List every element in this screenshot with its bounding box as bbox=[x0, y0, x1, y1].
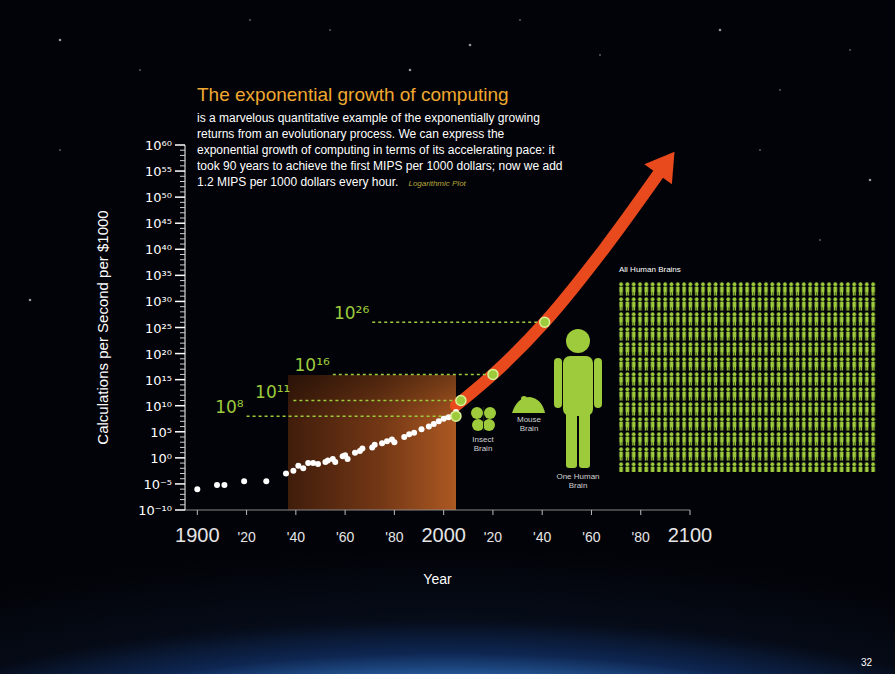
svg-text:'40: '40 bbox=[533, 529, 551, 545]
svg-text:'20: '20 bbox=[237, 529, 255, 545]
svg-text:10⁻⁵: 10⁻⁵ bbox=[143, 477, 172, 492]
svg-text:'80: '80 bbox=[632, 529, 650, 545]
svg-text:Brain: Brain bbox=[474, 444, 493, 453]
svg-text:'80: '80 bbox=[385, 529, 403, 545]
svg-text:10⁵⁵: 10⁵⁵ bbox=[145, 164, 172, 179]
svg-text:10⁴⁰: 10⁴⁰ bbox=[145, 242, 172, 257]
svg-text:Brain: Brain bbox=[569, 481, 588, 490]
svg-text:Mouse: Mouse bbox=[517, 415, 542, 424]
svg-text:10¹⁶: 10¹⁶ bbox=[295, 355, 330, 375]
svg-text:10⁶⁰: 10⁶⁰ bbox=[145, 138, 172, 153]
svg-text:'60: '60 bbox=[336, 529, 354, 545]
svg-text:Year: Year bbox=[423, 571, 452, 587]
html-text:The exponential growth of comp: The exponential growth of computing bbox=[197, 84, 509, 105]
svg-text:2100: 2100 bbox=[668, 524, 713, 546]
svg-text:10⁵⁰: 10⁵⁰ bbox=[145, 190, 172, 205]
svg-text:Insect: Insect bbox=[472, 435, 494, 444]
svg-text:2000: 2000 bbox=[421, 524, 466, 546]
html-text:Logarithmic Plot: Logarithmic Plot bbox=[408, 179, 466, 188]
svg-text:10³⁵: 10³⁵ bbox=[145, 268, 172, 283]
svg-text:10¹⁰: 10¹⁰ bbox=[145, 399, 172, 414]
svg-text:10²⁰: 10²⁰ bbox=[145, 347, 172, 362]
svg-text:10⁸: 10⁸ bbox=[215, 397, 244, 417]
svg-text:1900: 1900 bbox=[175, 524, 220, 546]
svg-text:10¹⁵: 10¹⁵ bbox=[145, 373, 172, 388]
svg-text:'40: '40 bbox=[287, 529, 305, 545]
svg-text:Brain: Brain bbox=[520, 424, 539, 433]
svg-text:10⁻¹⁰: 10⁻¹⁰ bbox=[138, 503, 172, 518]
svg-text:All Human Brains: All Human Brains bbox=[619, 265, 681, 274]
svg-text:'60: '60 bbox=[582, 529, 600, 545]
html-text:is a marvelous quantitative ex: is a marvelous quantitative example of t… bbox=[197, 111, 563, 189]
svg-text:32: 32 bbox=[861, 657, 873, 668]
svg-text:10⁴⁵: 10⁴⁵ bbox=[145, 216, 172, 231]
svg-text:10¹¹: 10¹¹ bbox=[255, 382, 290, 402]
svg-text:10⁵: 10⁵ bbox=[150, 425, 172, 440]
svg-text:One Human: One Human bbox=[556, 472, 599, 481]
svg-text:10³⁰: 10³⁰ bbox=[145, 294, 172, 309]
svg-text:10⁰: 10⁰ bbox=[150, 451, 172, 466]
svg-text:Calculations per Second per $1: Calculations per Second per $1000 bbox=[94, 210, 111, 444]
svg-text:'20: '20 bbox=[484, 529, 502, 545]
svg-text:10²⁵: 10²⁵ bbox=[145, 321, 172, 336]
svg-text:10²⁶: 10²⁶ bbox=[334, 303, 369, 323]
